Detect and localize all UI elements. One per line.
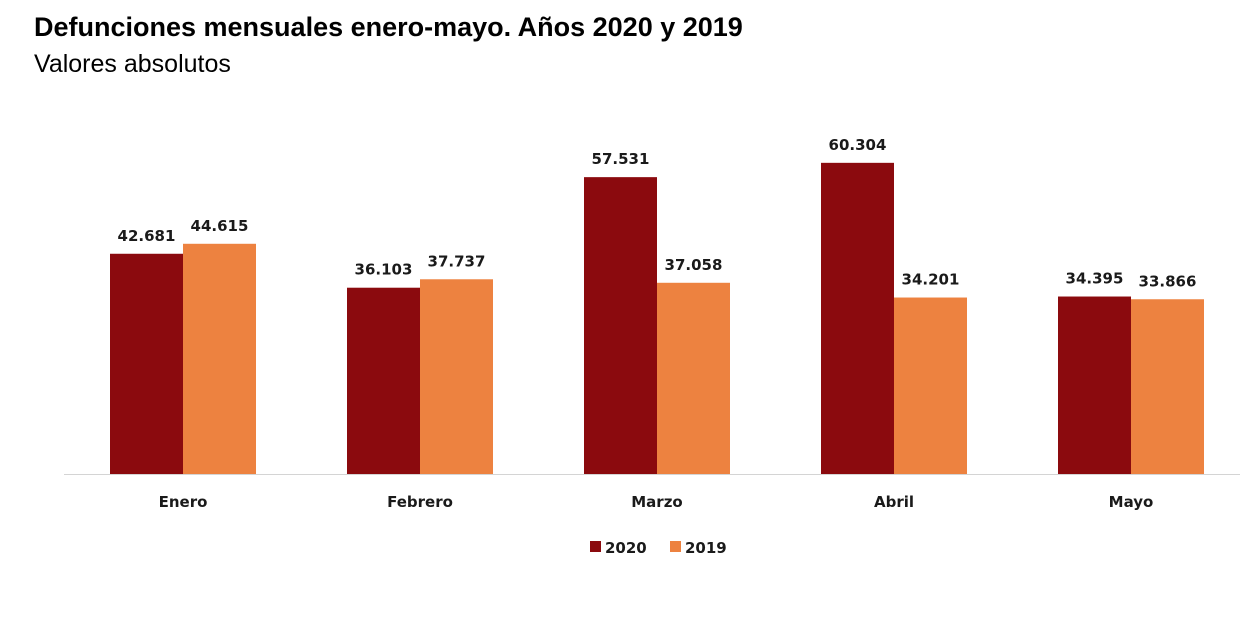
data-label-2019-abril: 34.201 [902, 271, 960, 289]
bar-2020-enero [110, 253, 183, 474]
data-label-2019-marzo: 37.058 [665, 256, 723, 274]
data-label-2019-mayo: 33.866 [1139, 272, 1197, 290]
data-label-2020-febrero: 36.103 [355, 261, 413, 279]
legend-swatch-2020 [590, 541, 601, 552]
legend-swatch-2019 [670, 541, 681, 552]
bar-2019-febrero [420, 279, 493, 474]
bar-2020-marzo [584, 177, 657, 474]
data-label-2019-febrero: 37.737 [428, 252, 486, 270]
legend-label-2019: 2019 [685, 539, 727, 557]
bar-2019-mayo [1131, 299, 1204, 474]
data-label-2020-abril: 60.304 [829, 136, 887, 154]
chart-title: Defunciones mensuales enero-mayo. Años 2… [34, 12, 743, 42]
bar-2020-mayo [1058, 296, 1131, 474]
chart-subtitle: Valores absolutos [34, 50, 231, 78]
bar-2020-abril [821, 162, 894, 474]
data-label-2020-enero: 42.681 [118, 227, 176, 245]
data-label-2019-enero: 44.615 [191, 217, 249, 235]
bar-2019-enero [183, 243, 256, 474]
bar-2019-abril [894, 297, 967, 474]
x-tick-label-mayo: Mayo [1109, 493, 1154, 511]
x-tick-label-abril: Abril [874, 493, 914, 511]
x-tick-label-marzo: Marzo [631, 493, 682, 511]
legend-label-2020: 2020 [605, 539, 647, 557]
bar-2020-febrero [347, 287, 420, 474]
x-tick-label-enero: Enero [159, 493, 208, 511]
data-label-2020-marzo: 57.531 [592, 150, 650, 168]
data-label-2020-mayo: 34.395 [1066, 270, 1124, 288]
x-tick-label-febrero: Febrero [387, 493, 453, 511]
bar-2019-marzo [657, 282, 730, 474]
